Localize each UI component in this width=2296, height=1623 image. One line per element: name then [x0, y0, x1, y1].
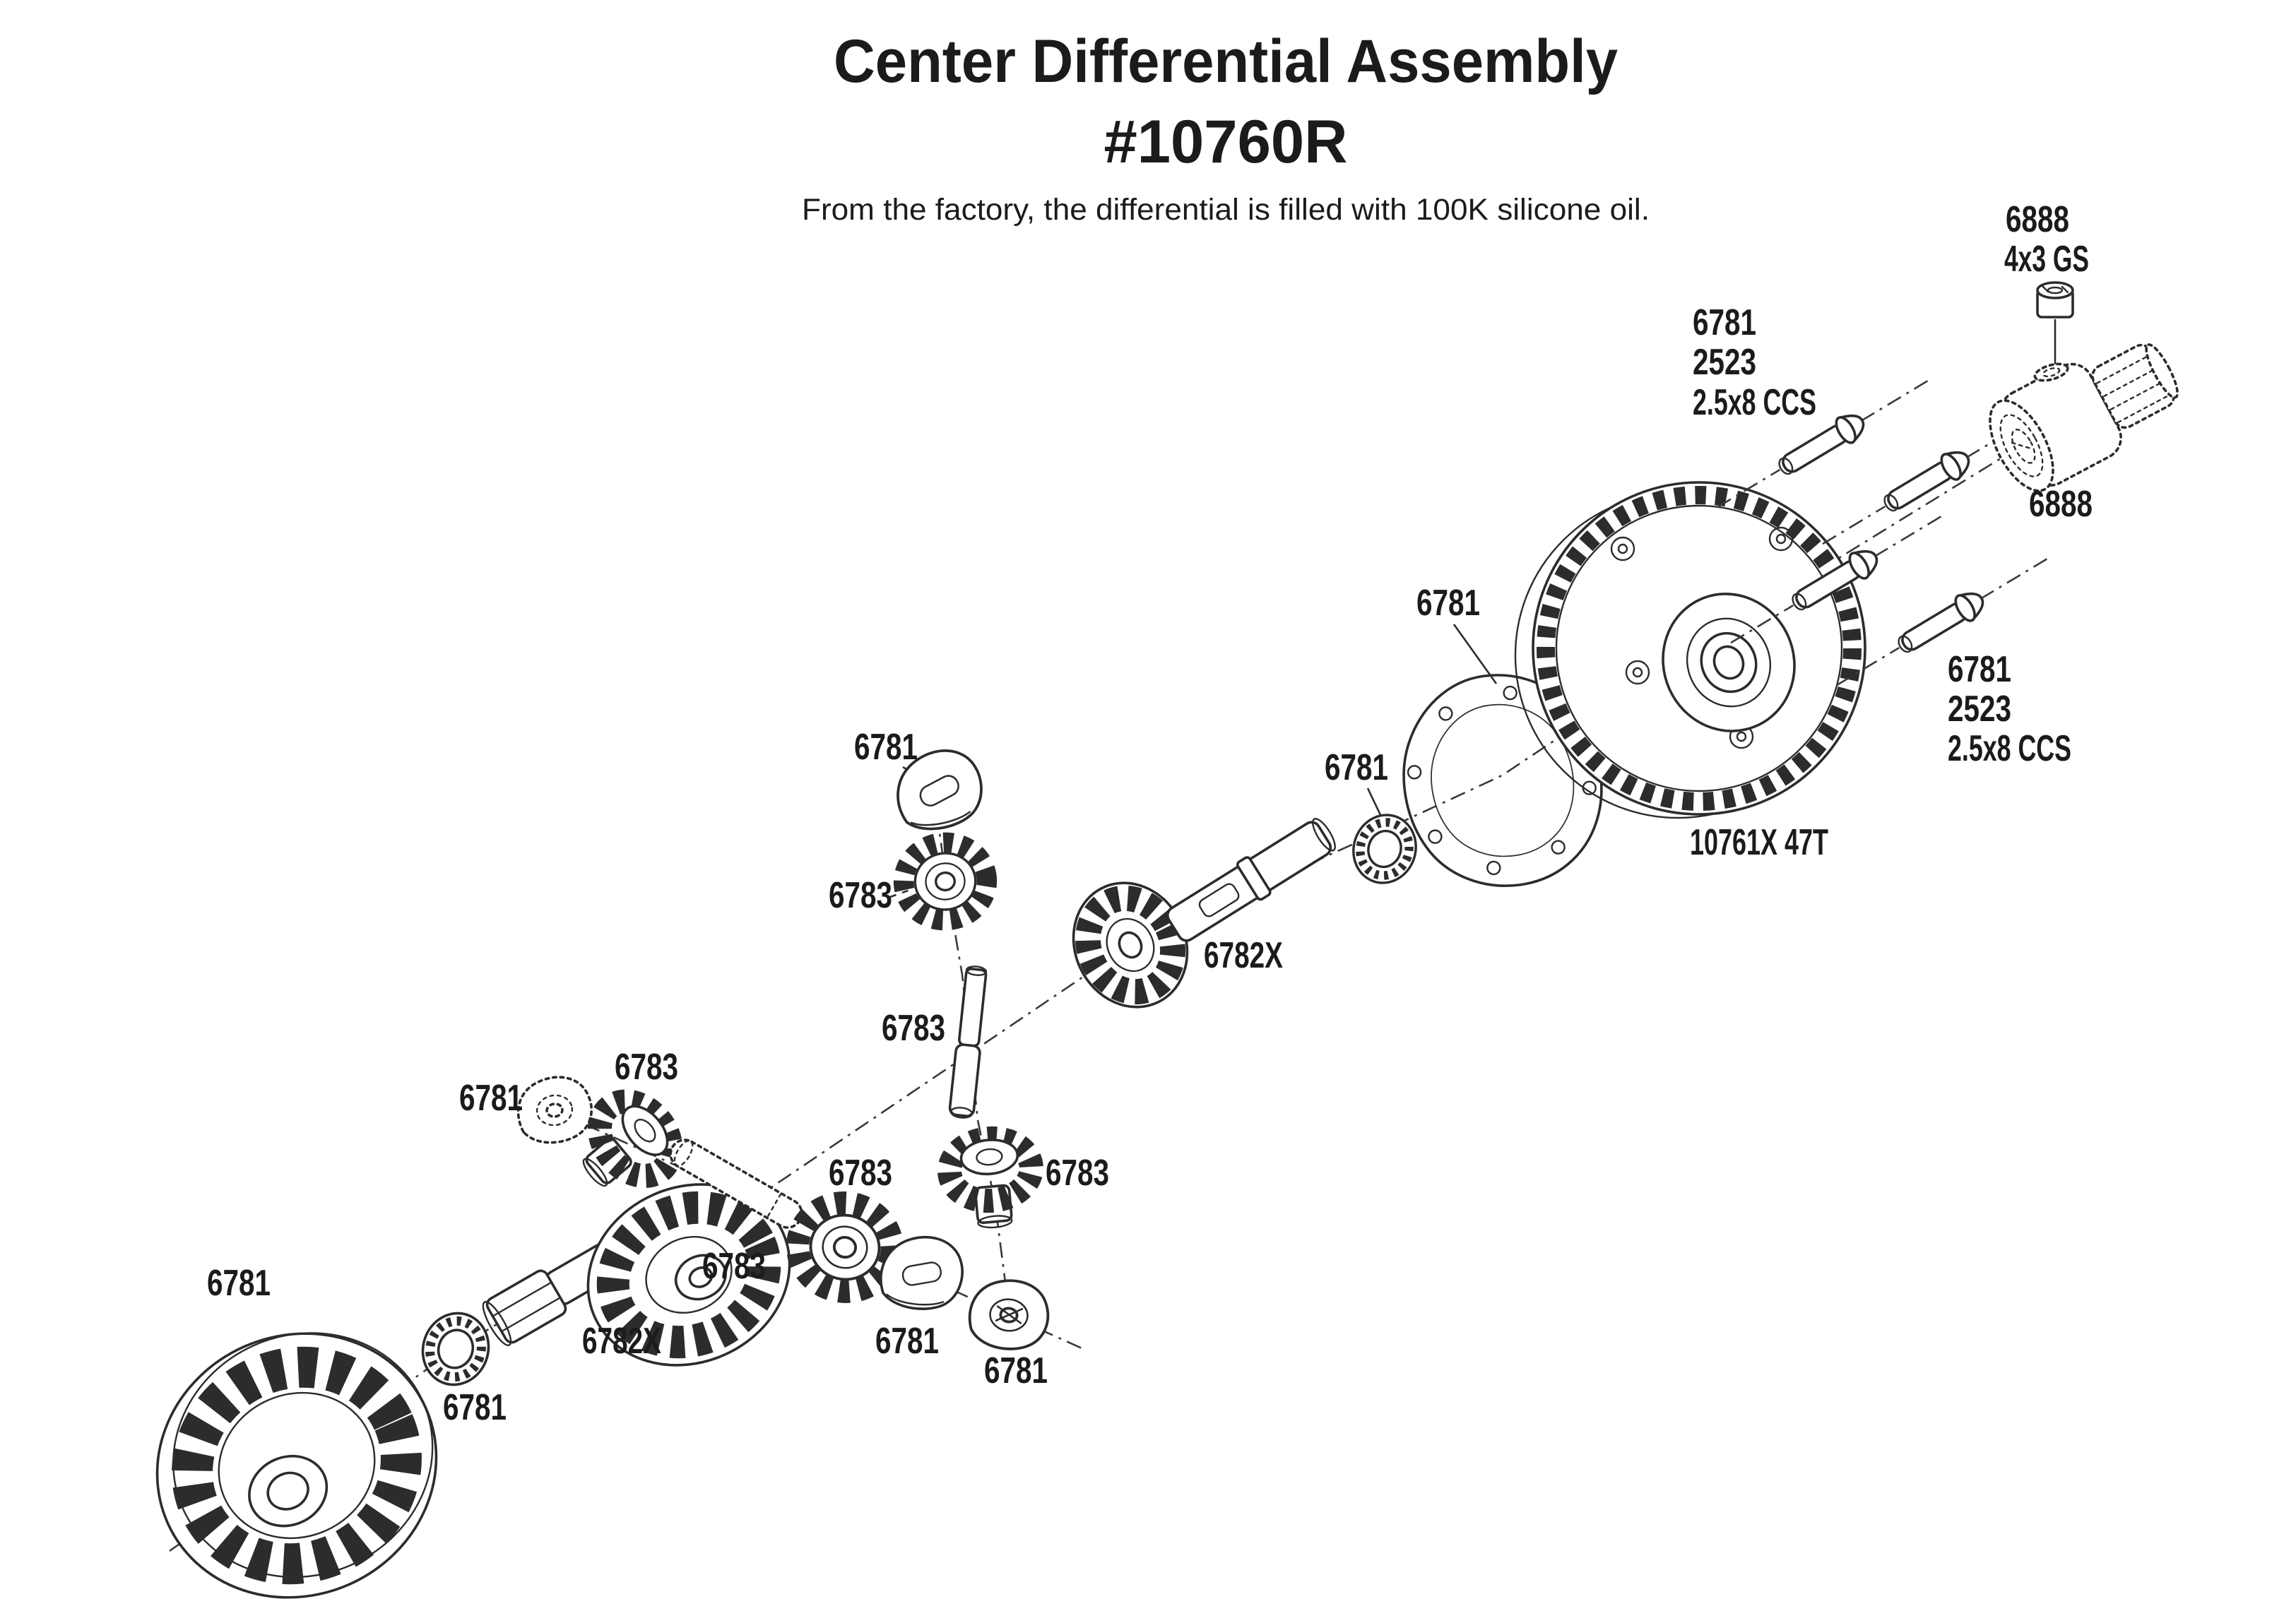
gear-hole-mark [1768, 526, 1794, 552]
callout-bevel-left-6783: 6783 [615, 1047, 678, 1088]
callout-washer-right-6781: 6781 [984, 1350, 1048, 1391]
assembly-part-number: #10760R [1104, 108, 1348, 176]
washer-right [968, 1279, 1050, 1350]
callout-spider-top-6783: 6783 [829, 875, 892, 916]
cross-shaft [948, 965, 988, 1119]
output-gear-right [1072, 881, 1189, 1009]
output-gear-left [586, 1183, 791, 1367]
callout-output-left-6782x: 6782X [582, 1321, 661, 1362]
callout-screws-right-6781: 6781 [1948, 649, 2011, 690]
gasket-leader-line [1452, 624, 1498, 684]
callout-bearing-right-6781: 6781 [1325, 747, 1388, 788]
callout-spider-center-6783: 6783 [829, 1153, 892, 1194]
callout-pad-left-6781: 6781 [459, 1078, 523, 1119]
page-title: Center Differential Assembly [834, 28, 1618, 95]
spur-gear [1514, 481, 1866, 819]
spider-gear-top [900, 838, 991, 925]
callout-bearing-left-6781: 6781 [443, 1387, 507, 1428]
gear-hole-mark [1610, 536, 1635, 561]
callout-screws-right-size: 2.5x8 CCS [1948, 728, 2071, 769]
callout-cross-shaft-6783: 6783 [882, 1008, 945, 1049]
callout-pad-right-6781: 6781 [875, 1321, 939, 1362]
callout-set-screw-size: 4x3 GS [2004, 239, 2089, 280]
bearing-right-leader-line [1366, 787, 1383, 819]
callout-spur-gear: 10761X 47T [1690, 822, 1828, 863]
diff-pad-right [876, 1231, 967, 1314]
callout-bevel-right-6783: 6783 [1046, 1153, 1109, 1194]
gear-hole-mark [1625, 660, 1650, 685]
callout-pad-top-6781: 6781 [854, 727, 918, 768]
diff-housing [155, 1332, 438, 1599]
set-screw-4x3 [2036, 281, 2074, 371]
callout-set-screw-6888: 6888 [2006, 199, 2069, 240]
output-shaft-right [1166, 818, 1336, 942]
callout-screws-top-size: 2.5x8 CCS [1693, 382, 1816, 423]
callout-screws-top-6781: 6781 [1693, 302, 1756, 343]
bearing-left [413, 1304, 497, 1393]
callout-output-right-6782x: 6782X [1204, 935, 1283, 976]
callout-cross-pin-6783: 6783 [702, 1246, 766, 1287]
callout-housing-6781: 6781 [207, 1263, 271, 1304]
callout-output-cup-6888: 6888 [2029, 484, 2093, 525]
diff-pad-left [512, 1071, 597, 1148]
callout-screws-top-2523: 2523 [1693, 342, 1756, 383]
output-cup [1989, 343, 2179, 492]
factory-note: From the factory, the differential is fi… [802, 193, 1650, 227]
spider-top-leader-line [889, 888, 911, 898]
callout-gasket-6781: 6781 [1416, 583, 1480, 624]
callout-screws-right-2523: 2523 [1948, 689, 2011, 730]
